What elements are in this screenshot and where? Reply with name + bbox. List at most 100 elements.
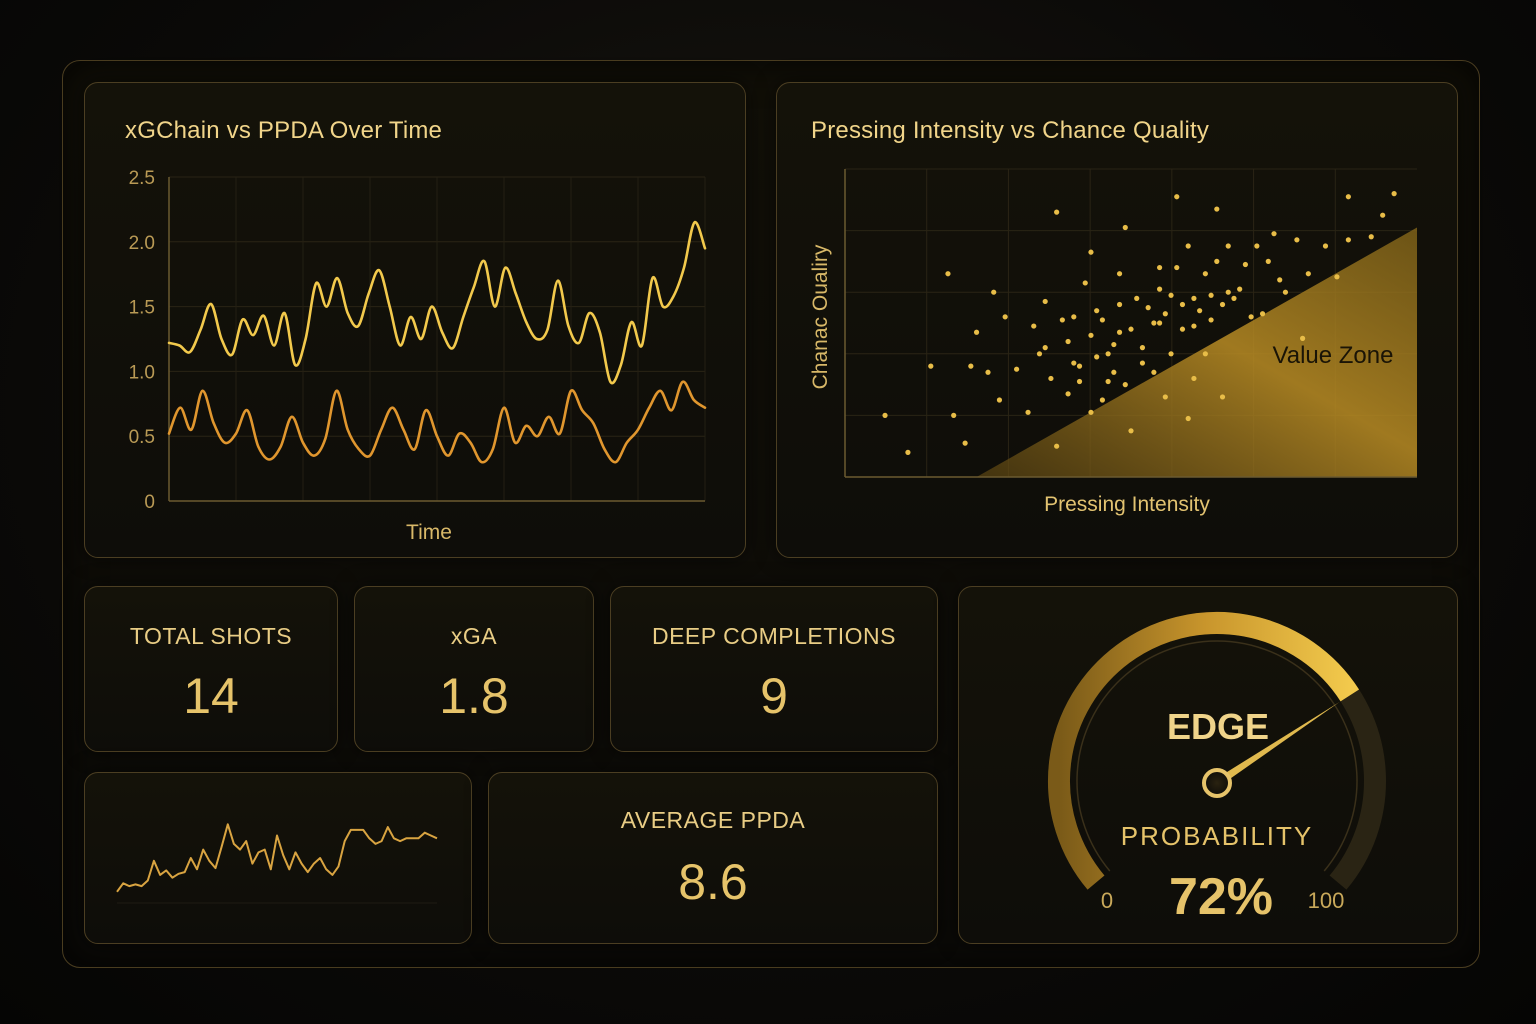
xgchain-ppda-card: xGChain vs PPDA Over Time 0 0.5 1.0 1.5 2.0 2… <box>84 82 746 558</box>
scatter-point <box>1122 382 1128 388</box>
scatter-point <box>1277 277 1283 283</box>
gauge-fill <box>1048 612 1360 890</box>
scatter-point <box>1368 234 1374 240</box>
scatter-point <box>1225 243 1231 249</box>
scatter-point <box>1054 209 1060 215</box>
scatter-point <box>1054 443 1060 449</box>
scatter-point <box>1391 191 1397 197</box>
line-chart-title: xGChain vs PPDA Over Time <box>125 117 443 144</box>
value-zone-label: Value Zone <box>1273 342 1394 369</box>
scatter-point <box>1345 237 1351 243</box>
scatter-point <box>1197 308 1203 314</box>
scatter-point <box>1134 295 1140 301</box>
scatter-point <box>1059 317 1065 323</box>
scatter-point <box>1191 323 1197 329</box>
scatter-point <box>1300 335 1306 341</box>
scatter-point <box>1219 301 1226 308</box>
scatter-point <box>1094 354 1100 360</box>
scatter-point <box>1116 271 1123 277</box>
line-y-tick-label: 1.5 <box>129 298 155 319</box>
scatter-point <box>1128 326 1134 332</box>
scatter-point <box>1157 320 1163 326</box>
scatter-point <box>1265 258 1271 264</box>
kpi-xga-label: xGA <box>450 623 498 649</box>
scatter-point <box>1042 298 1048 305</box>
kpi-total-shots: TOTAL SHOTS 14 <box>84 586 338 752</box>
scatter-point <box>1088 409 1094 415</box>
line-series-1 <box>167 380 707 464</box>
value-zone <box>976 227 1417 477</box>
scatter-point <box>1231 295 1237 301</box>
kpi-deep-completions: DEEP COMPLETIONS 9 <box>610 586 938 752</box>
scatter-point <box>1157 264 1163 271</box>
scatter-point <box>1162 311 1168 317</box>
kpi-average-ppda-label: AVERAGE PPDA <box>620 807 806 833</box>
scatter-point <box>1294 237 1300 243</box>
scatter-point <box>1088 249 1094 255</box>
line-chart: 0 0.5 1.0 1.5 2.0 2.5 Time <box>129 168 707 544</box>
kpi-average-ppda-value: 8.6 <box>678 854 748 910</box>
scatter-point <box>1225 289 1231 295</box>
scatter-point <box>1042 345 1048 351</box>
scatter-point <box>1116 329 1123 335</box>
scatter-point <box>1111 369 1117 375</box>
scatter-point <box>1334 274 1340 280</box>
scatter-point <box>1219 394 1226 400</box>
kpi-deep-completions-label: DEEP COMPLETIONS <box>651 623 897 649</box>
gauge-needle <box>1214 701 1340 787</box>
scatter-point <box>1242 261 1248 268</box>
scatter-point <box>1151 369 1157 375</box>
sparkline-chart <box>116 823 438 904</box>
scatter-point <box>1076 363 1083 369</box>
scatter-point <box>1099 317 1105 323</box>
scatter-point <box>1139 345 1146 351</box>
scatter-point <box>996 397 1003 403</box>
scatter-point <box>1208 292 1214 298</box>
scatter-point <box>1202 271 1208 277</box>
sparkline-series <box>116 823 438 893</box>
scatter-point <box>945 271 951 277</box>
line-y-tick-label: 0.5 <box>129 427 155 448</box>
scatter-x-axis-label: Pressing Intensity <box>1044 493 1210 516</box>
scatter-point <box>1105 378 1111 385</box>
scatter-point <box>1088 332 1094 338</box>
scatter-point <box>1271 231 1277 237</box>
scatter-point <box>1111 341 1117 348</box>
scatter-point <box>973 329 980 335</box>
scatter-point <box>991 289 997 295</box>
scatter-point <box>1174 194 1180 200</box>
kpi-total-shots-value: 14 <box>183 668 239 724</box>
scatter-point <box>1185 243 1191 249</box>
scatter-point <box>968 363 974 369</box>
kpi-total-shots-label: TOTAL SHOTS <box>129 623 293 649</box>
scatter-point <box>1305 271 1311 277</box>
sparkline-card <box>84 772 472 944</box>
scatter-point <box>1191 295 1197 301</box>
pressing-chance-card: Pressing Intensity vs Chance Quality Val… <box>776 82 1458 558</box>
scatter-point <box>1322 243 1329 249</box>
line-y-tick-label: 2.5 <box>129 168 155 189</box>
gauge-label: PROBABILITY <box>1121 821 1314 851</box>
gauge-min-label: 0 <box>1101 888 1113 913</box>
scatter-point <box>1036 351 1043 357</box>
scatter-point <box>1191 375 1197 382</box>
scatter-point <box>1162 394 1168 400</box>
scatter-point <box>985 369 991 375</box>
scatter-point <box>1128 428 1134 434</box>
scatter-point <box>1157 286 1163 292</box>
scatter-point <box>1202 351 1208 357</box>
edge-probability-card: EDGE PROBABILITY 72% 0 100 <box>958 586 1458 944</box>
gauge-value: 72% <box>1169 868 1273 926</box>
line-y-tick-label: 1.0 <box>129 362 155 383</box>
scatter-point <box>951 412 957 418</box>
scatter-point <box>1025 409 1031 415</box>
scatter-point <box>1014 366 1020 372</box>
scatter-point <box>962 440 968 446</box>
scatter-y-axis-label: Chanac Oualiry <box>809 244 832 389</box>
gauge-title: EDGE <box>1167 706 1269 747</box>
scatter-point <box>1145 305 1151 311</box>
scatter-point <box>1116 301 1123 308</box>
scatter-point <box>1105 351 1111 357</box>
scatter-point <box>1002 314 1008 320</box>
scatter-point <box>1139 360 1146 366</box>
